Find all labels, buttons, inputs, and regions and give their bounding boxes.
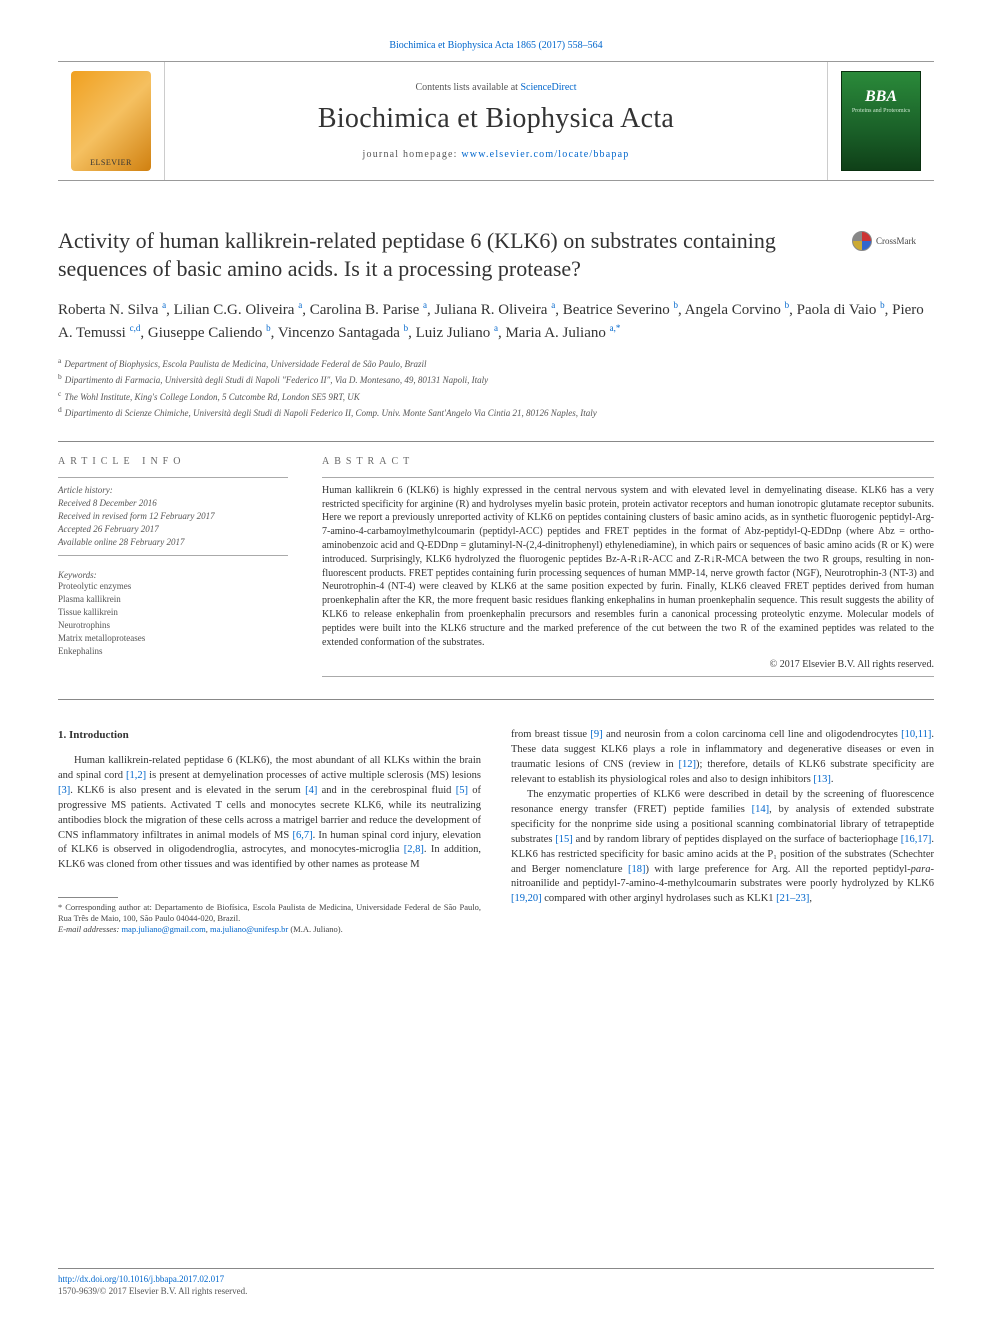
- masthead-center: Contents lists available at ScienceDirec…: [164, 62, 828, 180]
- keywords-list: Proteolytic enzymesPlasma kallikreinTiss…: [58, 580, 288, 658]
- footnote-corr-address: * Corresponding author at: Departamento …: [58, 902, 481, 924]
- keywords-label: Keywords:: [58, 570, 288, 580]
- keyword: Matrix metalloproteases: [58, 632, 288, 645]
- abstract-copyright: © 2017 Elsevier B.V. All rights reserved…: [322, 659, 934, 670]
- footnote-email-2[interactable]: ma.juliano@unifesp.br: [210, 924, 288, 934]
- article-info-panel: article info Article history: Received 8…: [58, 456, 288, 684]
- footnote-email-suffix: (M.A. Juliano).: [290, 924, 342, 934]
- journal-homepage-line: journal homepage: www.elsevier.com/locat…: [165, 149, 827, 160]
- affiliation-line: dDipartimento di Scienze Chimiche, Unive…: [58, 404, 934, 421]
- affiliations: aDepartment of Biophysics, Escola Paulis…: [58, 355, 934, 421]
- abstract-panel: abstract Human kallikrein 6 (KLK6) is hi…: [322, 456, 934, 684]
- article-title: Activity of human kallikrein-related pep…: [58, 227, 842, 283]
- corresponding-author-footnote: * Corresponding author at: Departamento …: [58, 902, 481, 935]
- abstract-text: Human kallikrein 6 (KLK6) is highly expr…: [322, 484, 934, 650]
- elsevier-logo-text: ELSEVIER: [90, 158, 132, 167]
- keyword: Plasma kallikrein: [58, 593, 288, 606]
- journal-cover-area: BBA Proteins and Proteomics: [828, 62, 934, 180]
- affiliation-line: aDepartment of Biophysics, Escola Paulis…: [58, 355, 934, 372]
- section-heading-introduction: 1. Introduction: [58, 728, 481, 744]
- keyword: Enkephalins: [58, 645, 288, 658]
- body-paragraph: from breast tissue [9] and neurosin from…: [511, 728, 934, 788]
- body-paragraph: The enzymatic properties of KLK6 were de…: [511, 788, 934, 907]
- history-online: Available online 28 February 2017: [58, 536, 288, 549]
- publisher-logo-area: ELSEVIER: [58, 62, 164, 180]
- masthead: ELSEVIER Contents lists available at Sci…: [58, 61, 934, 181]
- affiliation-line: bDipartimento di Farmacia, Università de…: [58, 371, 934, 388]
- cover-title: BBA: [865, 88, 897, 106]
- author-list: Roberta N. Silva a, Lilian C.G. Oliveira…: [58, 299, 934, 345]
- history-revised: Received in revised form 12 February 201…: [58, 510, 288, 523]
- cover-subtitle: Proteins and Proteomics: [852, 108, 910, 114]
- doi-link[interactable]: http://dx.doi.org/10.1016/j.bbapa.2017.0…: [58, 1274, 224, 1284]
- divider: [58, 441, 934, 442]
- homepage-label: journal homepage:: [363, 149, 462, 160]
- issn-copyright: 1570-9639/© 2017 Elsevier B.V. All right…: [58, 1286, 247, 1296]
- crossmark-label: CrossMark: [876, 236, 916, 246]
- contents-available-line: Contents lists available at ScienceDirec…: [165, 82, 827, 93]
- divider: [322, 676, 934, 677]
- footnote-email-1[interactable]: map.juliano@gmail.com: [121, 924, 205, 934]
- elsevier-logo[interactable]: ELSEVIER: [71, 71, 151, 171]
- contents-prefix: Contents lists available at: [415, 82, 520, 93]
- article-info-heading: article info: [58, 456, 288, 467]
- history-received: Received 8 December 2016: [58, 497, 288, 510]
- divider: [322, 477, 934, 478]
- divider: [58, 555, 288, 556]
- divider: [58, 1268, 934, 1269]
- body-columns: 1. Introduction Human kallikrein-related…: [58, 728, 934, 935]
- divider: [58, 699, 934, 700]
- page-footer: http://dx.doi.org/10.1016/j.bbapa.2017.0…: [58, 1268, 934, 1297]
- journal-citation: Biochimica et Biophysica Acta 1865 (2017…: [58, 40, 934, 51]
- affiliation-line: cThe Wohl Institute, King's College Lond…: [58, 388, 934, 405]
- crossmark-icon: [852, 231, 872, 251]
- keyword: Neurotrophins: [58, 619, 288, 632]
- body-paragraph: Human kallikrein-related peptidase 6 (KL…: [58, 754, 481, 873]
- keyword: Tissue kallikrein: [58, 606, 288, 619]
- journal-name: Biochimica et Biophysica Acta: [165, 103, 827, 135]
- footnote-rule: [58, 897, 118, 898]
- history-accepted: Accepted 26 February 2017: [58, 523, 288, 536]
- article-history-label: Article history:: [58, 484, 288, 497]
- homepage-link[interactable]: www.elsevier.com/locate/bbapap: [461, 149, 629, 160]
- crossmark-badge[interactable]: CrossMark: [852, 231, 934, 251]
- divider: [58, 477, 288, 478]
- body-col-left: 1. Introduction Human kallikrein-related…: [58, 728, 481, 935]
- body-col-right: from breast tissue [9] and neurosin from…: [511, 728, 934, 935]
- footnote-email-label: E-mail addresses:: [58, 924, 119, 934]
- sciencedirect-link[interactable]: ScienceDirect: [520, 82, 576, 93]
- abstract-heading: abstract: [322, 456, 934, 467]
- journal-cover[interactable]: BBA Proteins and Proteomics: [841, 71, 921, 171]
- keyword: Proteolytic enzymes: [58, 580, 288, 593]
